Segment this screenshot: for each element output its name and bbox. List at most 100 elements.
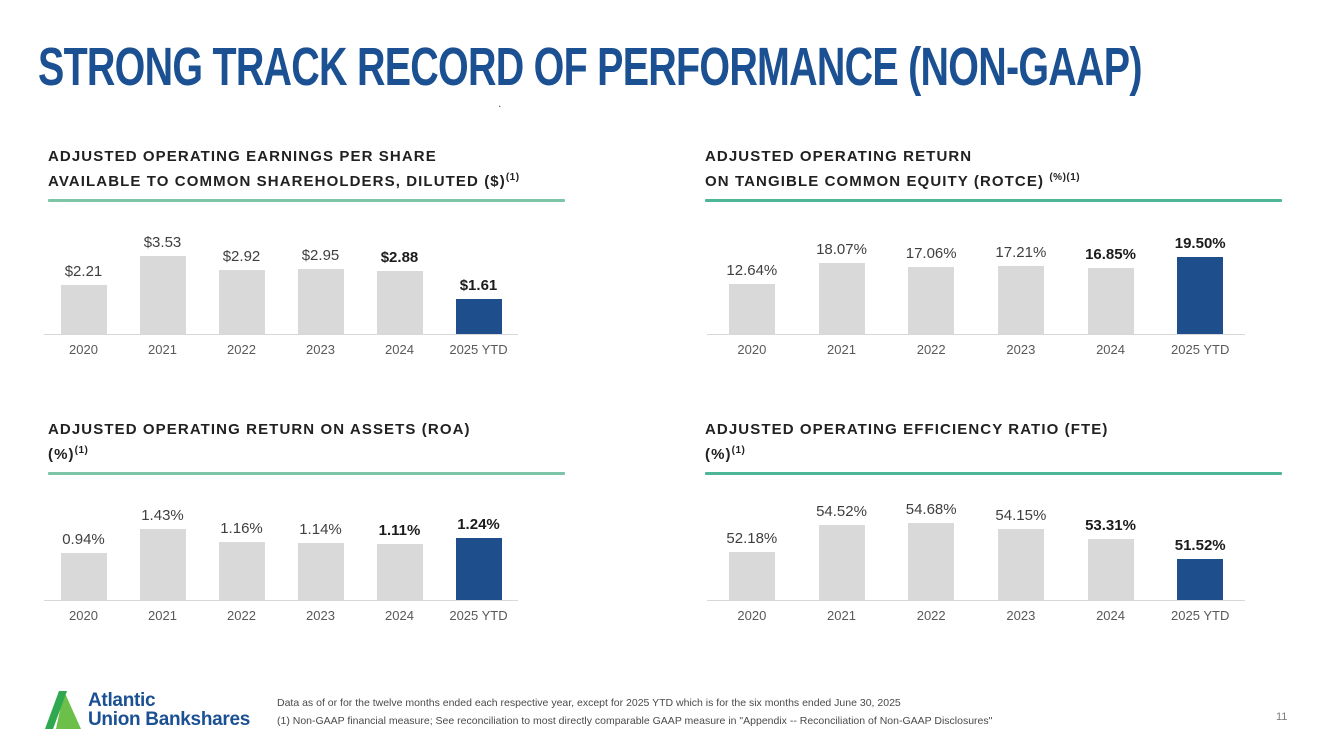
bar-group-2024: 1.11% bbox=[360, 522, 439, 600]
page-title: STRONG TRACK RECORD OF PERFORMANCE (NON-… bbox=[38, 37, 1142, 97]
bar-value-label: 17.21% bbox=[995, 244, 1047, 261]
x-axis-tick-label: 2025 YTD bbox=[1171, 608, 1230, 623]
bars-area: 52.18% 54.52% 54.68% 54.15% 53.31% 51.52% bbox=[707, 475, 1245, 600]
bar-value-label: 53.31% bbox=[1085, 517, 1136, 534]
bar-group-2025-ytd: 1.24% bbox=[439, 516, 518, 600]
company-logo: Atlantic Union Bankshares bbox=[44, 688, 250, 732]
chart-panel-rotce: ADJUSTED OPERATING RETURN ON TANGIBLE COM… bbox=[705, 146, 1285, 357]
x-axis-labels: 2020 2021 2022 2023 2024 2025 YTD bbox=[707, 342, 1245, 357]
bar bbox=[997, 529, 1044, 600]
chart-title: ADJUSTED OPERATING EARNINGS PER SHARE AVA… bbox=[48, 146, 628, 190]
x-axis-tick-label: 2022 bbox=[227, 608, 256, 623]
bar-group-2023: 54.15% bbox=[976, 507, 1066, 600]
chart-panel-efficiency: ADJUSTED OPERATING EFFICIENCY RATIO (FTE… bbox=[705, 419, 1285, 623]
bar-group-2022: 17.06% bbox=[886, 245, 976, 334]
bar bbox=[818, 263, 865, 334]
bars-area: $2.21 $3.53 $2.92 $2.95 $2.88 $1.61 bbox=[44, 202, 518, 334]
bar-value-label: $3.53 bbox=[143, 234, 182, 251]
chart-title: ADJUSTED OPERATING EFFICIENCY RATIO (FTE… bbox=[705, 419, 1285, 463]
footnotes: Data as of or for the twelve months ende… bbox=[277, 694, 992, 730]
chart-title-line1: ADJUSTED OPERATING EARNINGS PER SHARE bbox=[48, 148, 437, 165]
title-divider bbox=[48, 472, 565, 475]
bar-value-label: 54.52% bbox=[816, 503, 867, 520]
x-axis-tick-label: 2021 bbox=[148, 608, 177, 623]
x-axis-tick-label: 2020 bbox=[69, 342, 98, 357]
logo-line1: Atlantic bbox=[88, 690, 156, 711]
bar bbox=[728, 552, 775, 600]
title-divider bbox=[705, 199, 1282, 202]
bar-group-2020: $2.21 bbox=[44, 263, 123, 334]
bar bbox=[455, 299, 502, 334]
bar bbox=[1177, 559, 1224, 600]
bar-group-2023: 1.14% bbox=[281, 521, 360, 600]
bar bbox=[1087, 268, 1134, 334]
bar bbox=[60, 553, 107, 600]
x-axis-tick-label: 2025 YTD bbox=[449, 342, 508, 357]
chart-title-line2: (%) bbox=[705, 446, 732, 463]
chart-panel-eps: ADJUSTED OPERATING EARNINGS PER SHARE AVA… bbox=[44, 146, 628, 357]
bar-value-label: 54.15% bbox=[995, 507, 1047, 524]
x-axis-tick-label: 2021 bbox=[827, 608, 856, 623]
chart-title-line1: ADJUSTED OPERATING RETURN ON ASSETS (ROA… bbox=[48, 421, 471, 438]
bar bbox=[376, 544, 423, 600]
bar-value-label: 54.68% bbox=[905, 501, 957, 518]
bar-value-label: $2.88 bbox=[380, 249, 419, 266]
footnote-data-asof: Data as of or for the twelve months ende… bbox=[277, 697, 901, 709]
bar-value-label: 0.94% bbox=[62, 531, 105, 548]
bar bbox=[218, 270, 265, 334]
bar-group-2025-ytd: $1.61 bbox=[439, 277, 518, 334]
bar-value-label: 19.50% bbox=[1174, 235, 1226, 252]
x-axis-line bbox=[44, 600, 518, 601]
bar-value-label: 1.16% bbox=[220, 520, 263, 537]
chart-panel-roa: ADJUSTED OPERATING RETURN ON ASSETS (ROA… bbox=[44, 419, 628, 623]
bar-value-label: 1.24% bbox=[457, 516, 500, 533]
bar-value-label: 51.52% bbox=[1174, 537, 1226, 554]
x-axis-labels: 2020 2021 2022 2023 2024 2025 YTD bbox=[707, 608, 1245, 623]
bar-group-2023: 17.21% bbox=[976, 244, 1066, 334]
bar-group-2020: 12.64% bbox=[707, 262, 797, 334]
x-axis-labels: 2020 2021 2022 2023 2024 2025 YTD bbox=[44, 342, 518, 357]
x-axis-tick-label: 2021 bbox=[148, 342, 177, 357]
bar-chart-eps: $2.21 $3.53 $2.92 $2.95 $2.88 $1.61 2020 2021 2… bbox=[44, 202, 518, 357]
bar-value-label: $2.92 bbox=[222, 248, 261, 265]
company-logo-text: Atlantic Union Bankshares bbox=[88, 691, 250, 729]
bar-value-label: 17.06% bbox=[905, 245, 957, 262]
bar bbox=[908, 523, 955, 600]
bar bbox=[297, 269, 344, 334]
bar-group-2022: 54.68% bbox=[886, 501, 976, 600]
bar-value-label: 18.07% bbox=[816, 241, 867, 258]
bar-group-2020: 0.94% bbox=[44, 531, 123, 600]
chart-title-line1: ADJUSTED OPERATING RETURN bbox=[705, 148, 973, 165]
bar-group-2021: 18.07% bbox=[797, 241, 887, 334]
page-number: 11 bbox=[1276, 711, 1288, 723]
bar-value-label: 12.64% bbox=[726, 262, 778, 279]
bar-group-2025-ytd: 51.52% bbox=[1155, 537, 1245, 600]
x-axis-tick-label: 2020 bbox=[69, 608, 98, 623]
bar-value-label: $2.95 bbox=[301, 247, 340, 264]
x-axis-tick-label: 2025 YTD bbox=[449, 608, 508, 623]
bar-group-2021: 1.43% bbox=[123, 507, 202, 600]
bar-group-2020: 52.18% bbox=[707, 530, 797, 600]
x-axis-tick-label: 2025 YTD bbox=[1171, 342, 1230, 357]
chart-title-line2: (%) bbox=[48, 446, 75, 463]
x-axis-tick-label: 2024 bbox=[385, 608, 414, 623]
chart-title: ADJUSTED OPERATING RETURN ON TANGIBLE COM… bbox=[705, 146, 1285, 190]
bar bbox=[997, 266, 1044, 334]
bar-group-2024: 53.31% bbox=[1066, 517, 1156, 600]
x-axis-tick-label: 2023 bbox=[306, 342, 335, 357]
title-divider bbox=[48, 199, 565, 202]
bar-value-label: 16.85% bbox=[1085, 246, 1136, 263]
bar bbox=[60, 285, 107, 334]
bar bbox=[1177, 257, 1224, 334]
bar bbox=[908, 267, 955, 334]
x-axis-tick-label: 2024 bbox=[1096, 342, 1125, 357]
atlantic-union-a-mark-icon bbox=[45, 691, 81, 729]
x-axis-tick-label: 2020 bbox=[737, 608, 767, 623]
bars-area: 12.64% 18.07% 17.06% 17.21% 16.85% 19.50% bbox=[707, 202, 1245, 334]
x-axis-labels: 2020 2021 2022 2023 2024 2025 YTD bbox=[44, 608, 518, 623]
bars-area: 0.94% 1.43% 1.16% 1.14% 1.11% 1.24% bbox=[44, 475, 518, 600]
stray-period-mark: . bbox=[498, 96, 502, 110]
x-axis-tick-label: 2023 bbox=[306, 608, 335, 623]
bar-chart-roa: 0.94% 1.43% 1.16% 1.14% 1.11% 1.24% 2020 2021 2… bbox=[44, 475, 518, 623]
